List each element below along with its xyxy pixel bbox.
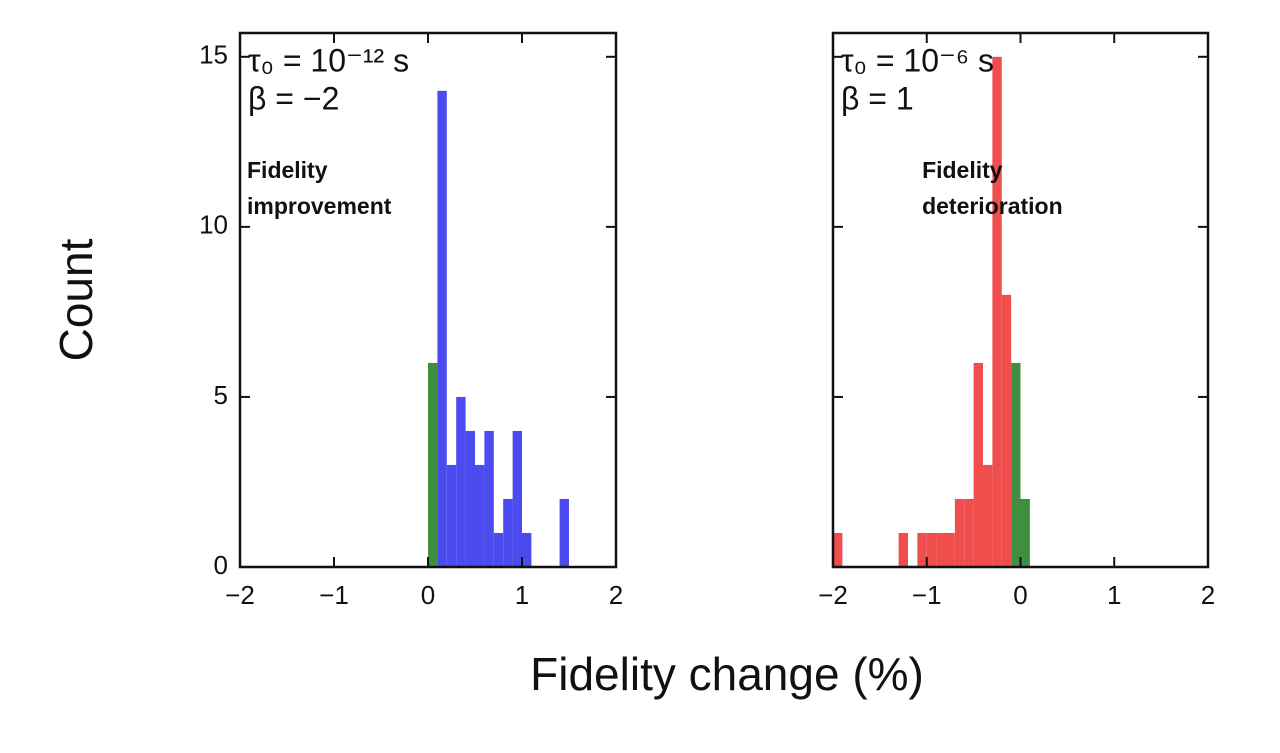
bar <box>945 532 955 567</box>
annotation: deterioration <box>922 193 1063 219</box>
bar <box>456 396 466 567</box>
bar <box>484 430 494 567</box>
parameter-label: τ₀ = 10⁻¹² s <box>248 42 409 78</box>
bar <box>503 498 513 567</box>
bar <box>973 362 983 567</box>
x-tick-label: 2 <box>609 580 623 610</box>
y-tick-label: 10 <box>199 210 228 240</box>
bar <box>1011 362 1021 567</box>
bar <box>475 464 485 567</box>
annotation: Fidelity <box>247 157 328 183</box>
y-axis-label: Count <box>50 238 102 361</box>
x-tick-label: −2 <box>818 580 848 610</box>
y-tick-label: 0 <box>214 550 228 580</box>
bar <box>512 430 522 567</box>
bar <box>1020 498 1030 567</box>
x-tick-label: −1 <box>912 580 942 610</box>
bar <box>446 464 457 567</box>
parameter-label: β = 1 <box>841 80 914 116</box>
bar <box>936 532 946 567</box>
bar <box>428 362 438 567</box>
x-tick-label: 2 <box>1201 580 1215 610</box>
bar <box>898 532 908 567</box>
bar <box>522 532 532 567</box>
x-tick-label: 1 <box>515 580 529 610</box>
bar <box>964 498 974 567</box>
parameter-label: β = −2 <box>248 80 339 116</box>
bar <box>954 498 965 567</box>
bar <box>465 430 475 567</box>
y-tick-label: 15 <box>199 40 228 70</box>
parameter-label: τ₀ = 10⁻⁶ s <box>841 42 994 78</box>
x-tick-label: 0 <box>421 580 435 610</box>
bar <box>917 532 927 567</box>
bar <box>437 90 447 567</box>
annotation: Fidelity <box>922 157 1003 183</box>
bar <box>493 532 504 567</box>
bar <box>983 464 993 567</box>
x-tick-label: −1 <box>319 580 349 610</box>
bar <box>992 56 1002 567</box>
bar <box>559 498 569 567</box>
annotation: improvement <box>247 193 392 219</box>
x-axis-label: Fidelity change (%) <box>530 648 924 700</box>
x-tick-label: 1 <box>1107 580 1121 610</box>
bar <box>926 532 937 567</box>
y-tick-label: 5 <box>214 380 228 410</box>
bar <box>1001 294 1012 567</box>
bar <box>833 532 843 567</box>
x-tick-label: 0 <box>1013 580 1027 610</box>
x-tick-label: −2 <box>225 580 255 610</box>
